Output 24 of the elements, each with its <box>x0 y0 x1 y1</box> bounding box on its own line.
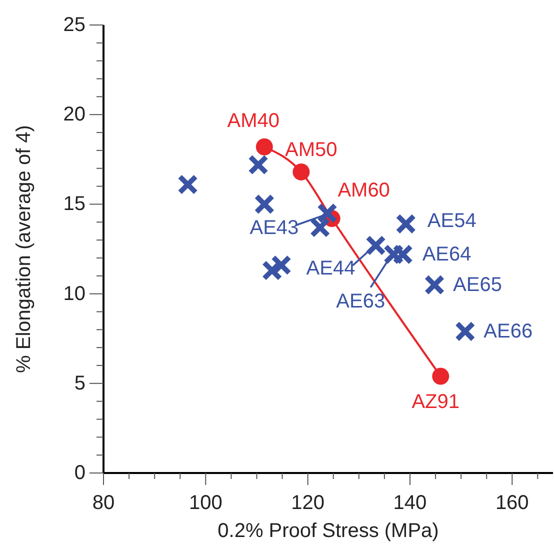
y-tick-label: 5 <box>74 372 86 394</box>
y-tick-label: 25 <box>63 14 86 36</box>
x-tick-label: 120 <box>291 492 325 514</box>
y-tick-label: 10 <box>63 282 86 305</box>
y-tick-label: 15 <box>63 193 86 216</box>
annotation: AE54 <box>427 210 476 232</box>
annotation: AE44 <box>306 257 356 280</box>
annotation: AZ91 <box>412 391 460 414</box>
annotation: AE66 <box>484 320 533 342</box>
x-tick-label: 140 <box>393 492 427 514</box>
annotation: AM60 <box>338 180 390 202</box>
x-tick-label: 100 <box>188 492 222 514</box>
annotation: AE43 <box>250 217 299 240</box>
y-tick-label: 20 <box>63 104 86 126</box>
x-tick-label: 160 <box>495 492 529 514</box>
annotation: AE63 <box>336 290 386 312</box>
annotation: AE65 <box>453 274 502 296</box>
annotation: AM40 <box>227 110 280 132</box>
annotation: AE64 <box>422 243 472 266</box>
y-axis-title: % Elongation (average of 4) <box>13 125 35 373</box>
annotation: AM50 <box>285 138 338 161</box>
x-axis-title: 0.2% Proof Stress (MPa) <box>218 520 439 542</box>
y-tick-label: 0 <box>74 462 86 484</box>
x-tick-label: 80 <box>92 492 115 514</box>
